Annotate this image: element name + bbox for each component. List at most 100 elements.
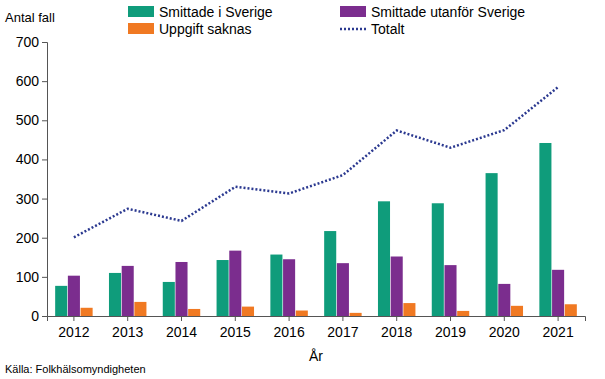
bar <box>552 270 564 316</box>
bar <box>539 143 551 316</box>
y-tick: 400 <box>16 151 47 167</box>
y-tick-mark <box>42 120 47 121</box>
y-axis: 0 100 200 300 400 500 600 700 <box>16 34 48 324</box>
x-tick-mark <box>181 316 182 321</box>
x-tick: 2021 <box>543 316 574 340</box>
source: Källa: Folkhälsomyndigheten <box>5 363 146 375</box>
y-tick-mark <box>42 316 47 317</box>
y-tick-mark <box>42 238 47 239</box>
bar <box>55 286 67 316</box>
bar-series <box>81 302 577 316</box>
x-tick-mark <box>396 316 397 321</box>
chart: 0100200300400500600700201220132014201520… <box>0 0 605 379</box>
bar <box>565 304 577 316</box>
y-tick: 0 <box>31 308 47 324</box>
y-tick-mark <box>42 159 47 160</box>
x-tick-mark <box>558 316 559 321</box>
legend-label: Smittade utanför Sverige <box>371 4 525 20</box>
x-tick: 2018 <box>381 316 412 340</box>
y-tick: 300 <box>16 191 47 207</box>
y-tick: 500 <box>16 112 47 128</box>
y-tick-label: 500 <box>16 112 40 128</box>
bar <box>217 260 229 316</box>
y-tick-label: 400 <box>16 151 40 167</box>
bar <box>378 201 390 316</box>
y-tick: 100 <box>16 269 47 285</box>
x-tick-label: 2020 <box>489 324 520 340</box>
x-tick-label: 2015 <box>220 324 251 340</box>
x-axis: 2012 2013 2014 2015 2016 2017 2018 2019 2020 2021 <box>48 316 586 340</box>
bar <box>511 306 523 316</box>
marks <box>55 87 577 316</box>
y-tick: 600 <box>16 73 47 89</box>
x-axis-title: År <box>309 348 323 364</box>
x-tick-label: 2014 <box>166 324 197 340</box>
y-tick-label: 600 <box>16 73 40 89</box>
y-tick: 200 <box>16 230 47 246</box>
bar <box>134 302 146 316</box>
x-tick-label: 2013 <box>112 324 143 340</box>
y-tick-mark <box>42 277 47 278</box>
bar <box>81 308 93 316</box>
x-tick-mark <box>127 316 128 321</box>
x-tick-label: 2017 <box>327 324 358 340</box>
legend-item: Smittade utanför Sverige <box>340 4 525 20</box>
bar <box>270 255 282 316</box>
bar <box>122 266 134 316</box>
legend-swatch <box>340 6 366 17</box>
x-tick: 2015 <box>220 316 251 340</box>
legend-item: Totalt <box>340 21 405 37</box>
bar <box>163 282 175 316</box>
x-tick: 2019 <box>435 316 466 340</box>
bar <box>229 251 241 316</box>
x-tick: 2020 <box>489 316 520 340</box>
x-tick-mark <box>289 316 290 321</box>
x-tick-mark <box>235 316 236 321</box>
bar <box>403 303 415 316</box>
y-tick-label: 300 <box>16 191 40 207</box>
y-tick-label: 700 <box>16 34 40 50</box>
bar-series <box>55 143 551 316</box>
bar <box>175 262 187 316</box>
y-tick: 700 <box>16 34 47 50</box>
line <box>74 87 558 237</box>
x-axis-line <box>48 317 586 322</box>
plot: 0100200300400500600700201220132014201520… <box>16 34 586 340</box>
x-tick: 2016 <box>274 316 305 340</box>
x-tick: 2014 <box>166 316 197 340</box>
x-tick-label: 2019 <box>435 324 466 340</box>
x-tick-mark <box>73 316 74 321</box>
y-tick-mark <box>42 81 47 82</box>
bar <box>188 309 200 316</box>
legend: Smittade i Sverige Smittade utanför Sveri… <box>128 4 525 37</box>
x-tick-mark <box>450 316 451 321</box>
bar <box>498 284 510 316</box>
legend-label: Totalt <box>371 21 405 37</box>
x-tick: 2012 <box>58 316 89 340</box>
bar <box>457 311 469 316</box>
bar-series <box>68 251 564 316</box>
x-tick: 2013 <box>112 316 143 340</box>
y-tick-label: 200 <box>16 230 40 246</box>
y-axis-title: Antal fall <box>5 10 55 25</box>
legend-item: Smittade i Sverige <box>128 4 273 20</box>
bar <box>296 311 308 316</box>
y-tick-label: 0 <box>31 308 39 324</box>
x-tick: 2017 <box>327 316 358 340</box>
x-tick-label: 2012 <box>58 324 89 340</box>
y-axis-line <box>42 43 48 317</box>
legend-label: Uppgift saknas <box>159 21 252 37</box>
bar <box>242 307 254 316</box>
bar <box>68 276 80 316</box>
bar <box>283 259 295 316</box>
bar <box>324 231 336 316</box>
bar <box>432 203 444 316</box>
legend-label: Smittade i Sverige <box>159 4 273 20</box>
legend-swatch <box>128 23 154 34</box>
x-tick-label: 2016 <box>274 324 305 340</box>
y-tick-mark <box>42 42 47 43</box>
legend-swatch <box>340 28 366 31</box>
x-tick-mark <box>504 316 505 321</box>
bar <box>109 273 121 316</box>
x-tick-mark <box>342 316 343 321</box>
